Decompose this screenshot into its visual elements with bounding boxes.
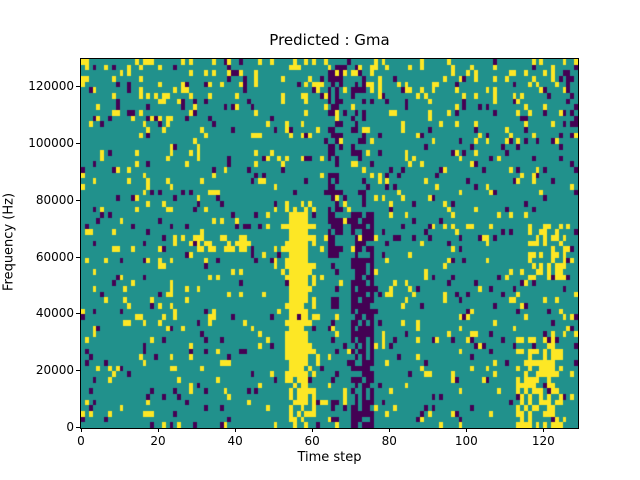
x-tick-mark <box>158 428 160 432</box>
x-tick-label: 100 <box>454 434 478 448</box>
y-tick-label: 20000 <box>35 363 74 378</box>
y-tick-label: 40000 <box>35 306 74 321</box>
x-tick-label: 20 <box>150 434 166 448</box>
x-tick-mark <box>543 428 545 432</box>
x-tick-label: 60 <box>304 434 320 448</box>
x-tick-label: 0 <box>77 434 85 448</box>
y-tick-label: 80000 <box>35 192 74 207</box>
y-tick-mark <box>76 199 80 201</box>
x-tick-label: 120 <box>531 434 555 448</box>
chart-title: Predicted : Gma <box>269 31 390 49</box>
x-tick-label: 40 <box>227 434 243 448</box>
y-tick-mark <box>76 313 80 315</box>
y-tick-mark <box>76 143 80 145</box>
heatmap-canvas <box>81 59 578 428</box>
y-tick-label: 100000 <box>28 136 74 151</box>
x-tick-mark <box>466 428 468 432</box>
y-tick-label: 60000 <box>35 249 74 264</box>
x-tick-mark <box>81 428 82 432</box>
x-tick-mark <box>389 428 391 432</box>
y-axis-label: Frequency (Hz) <box>1 192 17 292</box>
x-axis-label: Time step <box>297 450 362 465</box>
y-tick-label: 0 <box>66 420 74 434</box>
y-tick-mark <box>76 370 80 372</box>
y-tick-label: 120000 <box>28 79 74 94</box>
x-tick-label: 80 <box>381 434 397 448</box>
y-tick-mark <box>76 427 80 428</box>
y-tick-mark <box>76 256 80 258</box>
plot-area <box>80 58 579 429</box>
y-tick-mark <box>76 86 80 88</box>
x-tick-mark <box>235 428 237 432</box>
x-tick-mark <box>312 428 314 432</box>
